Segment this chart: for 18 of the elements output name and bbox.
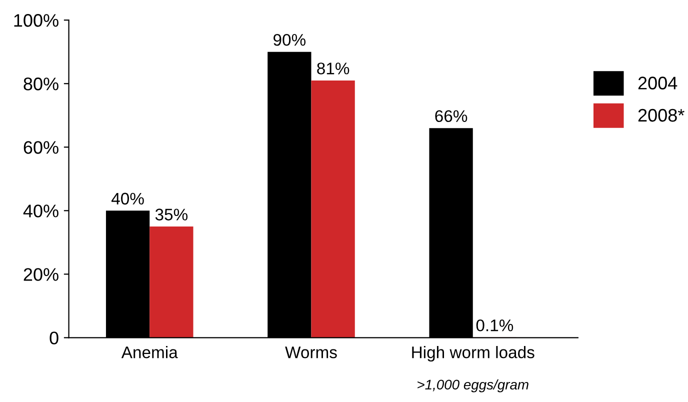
data-label: 40% [112, 192, 144, 205]
legend-label: 2008* [638, 108, 684, 122]
text: >1,000 eggs/gram [418, 379, 528, 392]
x-tick-label: Worms [285, 346, 337, 358]
y-tick-label: 100% [14, 14, 58, 27]
x-tick-label: High worm loads [412, 346, 534, 362]
y-tick-label: 20% [24, 268, 58, 281]
x-tick-label: Anemia [121, 346, 178, 358]
data-label: 90% [274, 34, 306, 46]
data-label: 66% [435, 110, 468, 122]
y-tick-label: 80% [24, 78, 58, 90]
data-label: 35% [155, 208, 188, 220]
legend-label: 2004 [638, 76, 678, 90]
y-tick-label: 60% [24, 141, 58, 154]
y-tick-label: 40% [23, 204, 58, 218]
y-tick-label: 0 [50, 332, 58, 344]
data-label: 0.1% [476, 319, 514, 332]
data-label: 81% [317, 62, 350, 74]
